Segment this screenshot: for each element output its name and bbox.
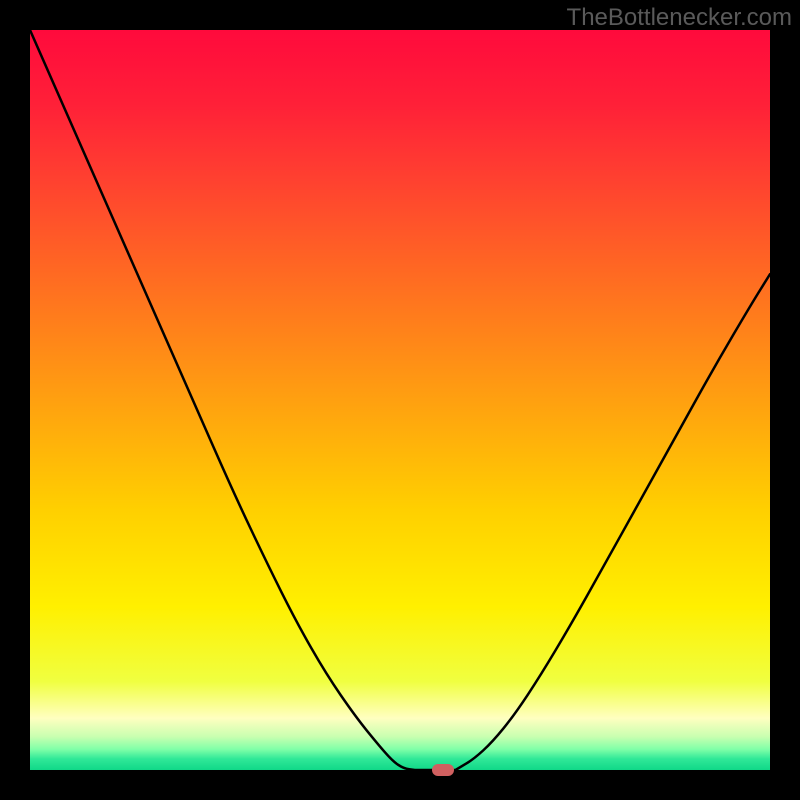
attribution-label: TheBottlenecker.com xyxy=(567,4,792,32)
chart-container: TheBottlenecker.com xyxy=(0,0,800,800)
plot-area xyxy=(30,30,770,770)
bottleneck-curve xyxy=(30,30,770,770)
optimum-marker xyxy=(432,764,454,776)
